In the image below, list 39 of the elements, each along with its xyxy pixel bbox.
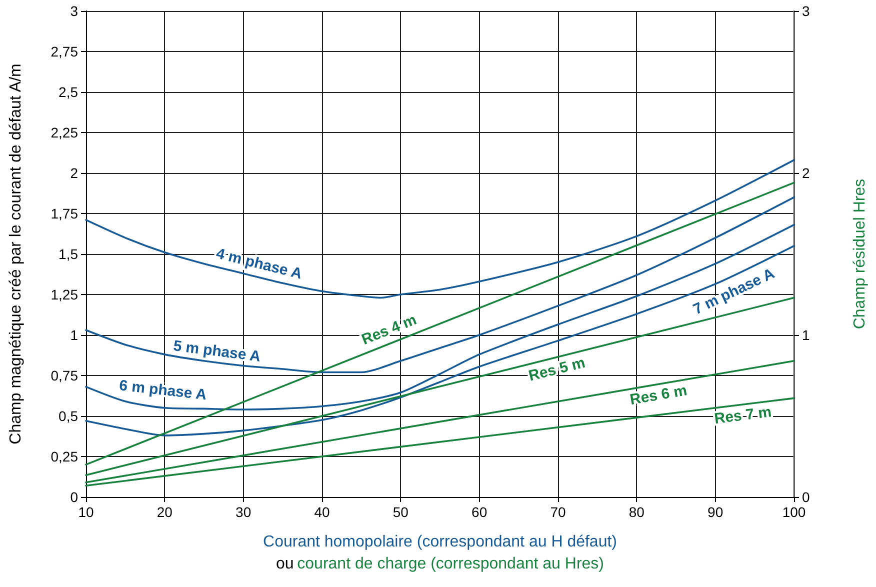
x-tick-label: 20 [156,504,173,520]
y-tick-label: 0,25 [50,448,78,464]
x-tick-label: 100 [782,504,806,520]
y-tick-label: 2,5 [58,84,78,100]
text: 5 m phase A [172,337,262,366]
x-tick-label: 60 [472,504,488,520]
line-series [85,224,795,410]
y2-tick-label: 0 [802,489,810,505]
x-tick-label: 90 [708,504,724,520]
y-tick-label: 1,75 [50,206,78,222]
y-tick-label: 2,25 [50,124,78,140]
y-tick-label: 3 [70,3,78,19]
y-tick-label: 2,75 [50,44,78,60]
x-tick-label: 30 [236,504,252,520]
x-tick-label: 50 [392,504,409,520]
y-tick-label: 1,25 [50,286,78,302]
x-tick-label: 10 [78,504,94,520]
y2-tick-label: 2 [802,165,810,181]
text: Res 7 m [713,404,773,428]
text: 6 m phase A [118,377,208,404]
y-tick-label: 1 [70,327,78,343]
y-tick-label: 1,5 [58,246,78,262]
text: Res 5 m [526,354,587,385]
y-tick-label: 0,5 [58,408,78,424]
text: 4 m phase A [214,245,304,283]
x-tick-label: 40 [314,504,330,520]
x-tick-label: 70 [550,504,566,520]
y-axis-title: Champ magnétique créé par le courant de défaut A/m [8,64,24,444]
y-tick-label: 0 [70,489,78,505]
x-axis-title: Courant homopolaire (correspondant au H défaut) ou courant de charge (correspondant au Hres) [263,534,617,572]
text: Res 4 m [359,311,420,348]
y-tick-label: 2 [70,165,78,181]
x-tick-label: 80 [628,504,645,520]
y-tick-label: 0,75 [50,368,78,384]
y2-tick-label: 1 [802,327,810,343]
text: Res 6 m [628,382,688,409]
line-series [85,245,795,436]
y2-axis-title: Champ résiduel Hres [852,178,868,330]
y2-tick-label: 3 [802,3,810,19]
